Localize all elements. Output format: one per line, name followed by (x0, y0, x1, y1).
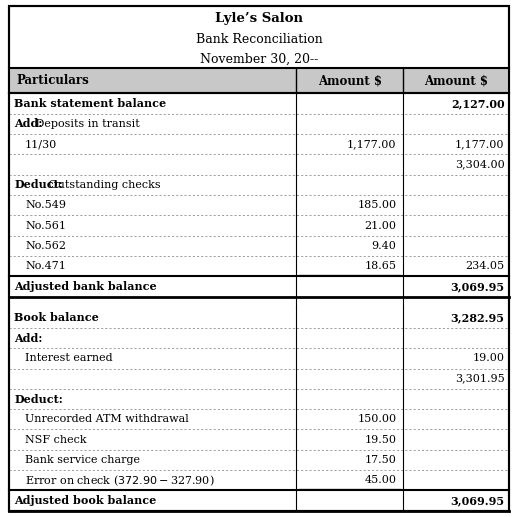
Text: Bank Reconciliation: Bank Reconciliation (196, 33, 322, 46)
Text: 1,177.00: 1,177.00 (455, 139, 505, 149)
Text: Book balance: Book balance (15, 312, 99, 323)
Text: 3,069.95: 3,069.95 (451, 281, 505, 292)
Text: November 30, 20--: November 30, 20-- (200, 53, 318, 66)
Text: 150.00: 150.00 (357, 414, 396, 424)
Text: Unrecorded ATM withdrawal: Unrecorded ATM withdrawal (25, 414, 189, 424)
Text: 3,304.00: 3,304.00 (455, 160, 505, 170)
Text: Deduct:: Deduct: (15, 179, 63, 190)
Text: No.561: No.561 (25, 221, 66, 231)
Text: Deposits in transit: Deposits in transit (32, 119, 140, 129)
Text: 1,177.00: 1,177.00 (347, 139, 396, 149)
Text: 3,282.95: 3,282.95 (451, 312, 505, 323)
Text: 3,301.95: 3,301.95 (455, 374, 505, 384)
Text: 17.50: 17.50 (365, 455, 396, 465)
Text: No.471: No.471 (25, 261, 66, 271)
Text: 19.00: 19.00 (472, 353, 505, 363)
Text: 185.00: 185.00 (357, 200, 396, 210)
Text: Bank service charge: Bank service charge (25, 455, 140, 465)
Text: 19.50: 19.50 (365, 435, 396, 445)
Text: 3,069.95: 3,069.95 (451, 495, 505, 506)
Text: Adjusted bank balance: Adjusted bank balance (15, 281, 157, 292)
Text: 21.00: 21.00 (365, 221, 396, 231)
Text: 9.40: 9.40 (371, 241, 396, 251)
Text: Amount $: Amount $ (424, 74, 488, 87)
Text: Deduct:: Deduct: (15, 393, 63, 404)
Text: 11/30: 11/30 (25, 139, 57, 149)
Text: Bank statement balance: Bank statement balance (15, 98, 167, 109)
Text: Error on check ($372.90 - $327.90): Error on check ($372.90 - $327.90) (25, 473, 214, 488)
Text: 45.00: 45.00 (365, 475, 396, 485)
Bar (9, 68, 509, 94)
Text: Interest earned: Interest earned (25, 353, 113, 363)
Text: No.562: No.562 (25, 241, 66, 251)
Text: Adjusted book balance: Adjusted book balance (15, 495, 157, 506)
Text: Add:: Add: (15, 332, 43, 343)
Text: 234.05: 234.05 (465, 261, 505, 271)
Text: Particulars: Particulars (17, 74, 89, 87)
Text: Lyle’s Salon: Lyle’s Salon (215, 12, 303, 25)
Text: 18.65: 18.65 (365, 261, 396, 271)
Text: 2,127.00: 2,127.00 (451, 98, 505, 109)
Text: Add:: Add: (15, 118, 43, 129)
Text: Amount $: Amount $ (318, 74, 382, 87)
Text: No.549: No.549 (25, 200, 66, 210)
Text: Outstanding checks: Outstanding checks (45, 180, 161, 190)
Text: NSF check: NSF check (25, 435, 87, 445)
